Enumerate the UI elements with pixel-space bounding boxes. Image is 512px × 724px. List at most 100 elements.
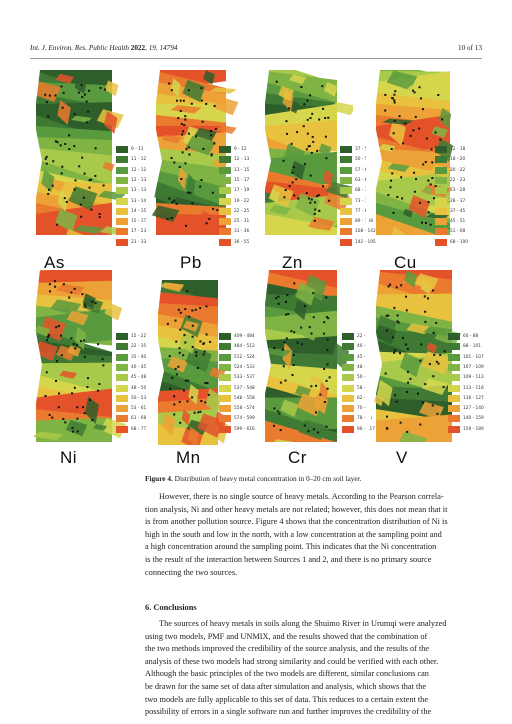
legend-swatch bbox=[219, 394, 231, 402]
sampling-point bbox=[57, 324, 60, 327]
sampling-point bbox=[307, 430, 310, 433]
sampling-point bbox=[188, 315, 191, 318]
map-boundary bbox=[146, 70, 162, 235]
sampling-point bbox=[328, 199, 331, 202]
sampling-point bbox=[98, 212, 101, 215]
sampling-point bbox=[279, 429, 282, 432]
sampling-point bbox=[44, 394, 47, 397]
legend-swatch bbox=[342, 405, 354, 413]
legend-entry: 68 - 77 bbox=[116, 425, 168, 434]
sampling-point bbox=[187, 191, 190, 194]
concentration-patch bbox=[171, 78, 181, 98]
concentration-patch bbox=[313, 393, 328, 415]
sampling-point bbox=[184, 379, 187, 382]
sampling-point bbox=[195, 351, 198, 354]
sampling-point bbox=[166, 218, 169, 221]
sampling-point bbox=[96, 389, 99, 392]
sampling-point bbox=[98, 216, 101, 219]
sampling-point bbox=[47, 336, 50, 339]
sampling-point bbox=[101, 358, 104, 361]
legend-swatch bbox=[116, 405, 128, 413]
sampling-point bbox=[54, 285, 57, 288]
legend-swatch bbox=[116, 146, 128, 153]
sampling-point bbox=[187, 132, 190, 135]
sampling-point bbox=[427, 297, 430, 300]
legend-swatch bbox=[435, 146, 447, 153]
sampling-point bbox=[76, 417, 79, 420]
concentration-patch bbox=[213, 96, 239, 116]
concentration-band bbox=[376, 414, 452, 442]
sampling-point bbox=[202, 353, 205, 356]
section-heading: 6. Conclusions bbox=[145, 603, 197, 612]
sampling-point bbox=[435, 360, 438, 363]
legend-swatch bbox=[340, 187, 352, 195]
concentration-patch bbox=[161, 412, 176, 436]
legend-swatch bbox=[340, 176, 352, 184]
concentration-patch bbox=[104, 302, 123, 321]
sampling-point bbox=[397, 321, 400, 324]
legend-swatch bbox=[219, 353, 231, 361]
sampling-point bbox=[288, 107, 291, 110]
sampling-point bbox=[73, 386, 76, 389]
sampling-point bbox=[200, 87, 203, 90]
legend-swatch bbox=[116, 187, 128, 195]
sampling-point bbox=[315, 195, 318, 198]
sampling-point bbox=[191, 335, 194, 338]
legend-entry: 50 - 53 bbox=[116, 394, 168, 403]
sampling-point bbox=[76, 430, 79, 433]
legend-swatch bbox=[116, 425, 128, 433]
legend-entry: 127 - 140 bbox=[448, 404, 500, 413]
element-label: As bbox=[44, 253, 65, 272]
legend-range: 62 - 70 bbox=[357, 395, 373, 401]
concentration-patch bbox=[268, 184, 294, 208]
sampling-point bbox=[210, 154, 213, 157]
sampling-point bbox=[177, 117, 180, 120]
concentration-patch bbox=[66, 228, 84, 235]
sampling-point bbox=[47, 192, 50, 195]
concentration-patch bbox=[304, 274, 327, 302]
legend-swatch bbox=[116, 394, 128, 402]
sampling-point bbox=[196, 366, 199, 369]
legend-entry: 96 - 117 bbox=[342, 425, 394, 434]
sampling-point bbox=[288, 185, 291, 188]
legend-entry: 58 - 62 bbox=[342, 384, 394, 393]
legend-swatch bbox=[435, 197, 447, 205]
sampling-point bbox=[314, 411, 317, 414]
legend-range: 22 - 23 bbox=[450, 177, 466, 183]
sampling-point bbox=[393, 93, 396, 96]
legend-entry: 548 - 558 bbox=[219, 394, 271, 403]
legend-swatch bbox=[219, 156, 231, 164]
sampling-point bbox=[310, 385, 313, 388]
sampling-point bbox=[200, 99, 203, 102]
journal-name: Int. J. Environ. Res. Public Health bbox=[30, 44, 129, 52]
concentration-patch bbox=[181, 409, 191, 426]
legend-entry: 50 - 57 bbox=[340, 155, 392, 164]
legend-entry: 62 - 70 bbox=[342, 394, 394, 403]
legend-range: 12 - 13 bbox=[234, 157, 250, 163]
sampling-point bbox=[64, 143, 67, 146]
sampling-point bbox=[199, 340, 202, 343]
sampling-point bbox=[394, 349, 397, 352]
sampling-point bbox=[212, 207, 215, 210]
sampling-point bbox=[88, 186, 91, 189]
legend-entry: 22 - 40 bbox=[342, 332, 394, 341]
concentration-patch bbox=[65, 420, 88, 437]
legend-range: 15 - 17 bbox=[131, 219, 147, 225]
sampling-point bbox=[300, 86, 303, 89]
legend-range: 13 - 13 bbox=[131, 188, 147, 194]
text-line: two models are fully applicable to this … bbox=[145, 694, 429, 704]
sampling-point bbox=[178, 165, 181, 168]
sampling-point bbox=[384, 93, 387, 96]
legend-entry: 61 - 68 bbox=[116, 414, 168, 423]
sampling-point bbox=[303, 304, 306, 307]
sampling-point bbox=[290, 142, 293, 145]
sampling-point bbox=[432, 331, 435, 334]
text-line: possibility of errors in a single softwa… bbox=[145, 707, 432, 717]
sampling-point bbox=[322, 185, 325, 188]
map-boundary bbox=[148, 280, 164, 445]
legend-range: 50 - 57 bbox=[355, 157, 371, 163]
sampling-point bbox=[182, 99, 185, 102]
legend-range: 12 - 13 bbox=[131, 177, 147, 183]
sampling-point bbox=[286, 132, 289, 135]
sampling-point bbox=[310, 198, 313, 201]
